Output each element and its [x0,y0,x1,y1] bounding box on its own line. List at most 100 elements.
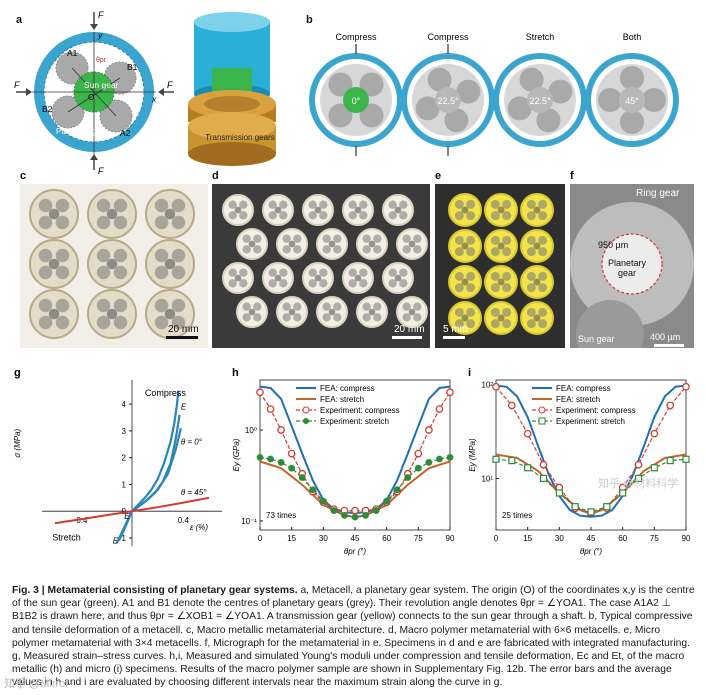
metacell-3 [585,53,679,147]
exp-stretch-point [393,486,401,494]
panel-h-letter: h [232,367,239,379]
legend-marker [538,417,546,425]
metacell-diagram: F F F F A1 B1 B2 A2 O x y θpr Sun gear P… [14,10,276,176]
micro-cell [484,301,518,335]
transmission-gear-render [188,12,276,166]
polymer-cell [262,194,294,226]
deformation-label-1: Compress [427,32,469,42]
polymer-cell [316,296,348,328]
legend-label-2: Experiment: compress [556,406,636,415]
polymer-cell [262,262,294,294]
panel-b-letter: b [306,14,313,26]
exp-compress-point [682,382,690,391]
micro-cell [484,193,518,227]
exp-stretch-point [587,508,595,516]
metal-cell [87,289,137,339]
times-note: 25 times [502,511,532,520]
exp-stretch-point [372,507,380,514]
metal-cell [29,239,79,289]
watermark-right: 知乎 @材料科学 [598,478,679,490]
exp-stretch-point [492,455,500,463]
scale-e: 5 mm [443,324,468,335]
x-tick-label: 45 [587,534,596,543]
x-axis-label: x [151,94,157,104]
x-tick-label: 60 [382,534,391,543]
micro-cell [448,301,482,335]
polymer-cell [356,296,388,328]
y-tick-label: 1 [122,480,127,489]
fea-compress-line [495,384,687,518]
metal-cell [29,289,79,339]
y-tick-label: 10² [481,381,493,390]
planet-outline [601,233,663,295]
y-tick-label: 10¹ [481,474,493,483]
polymer-cell [382,194,414,226]
polymer-cell [222,194,254,226]
exp-stretch-point [362,511,369,519]
exp-compress-point [425,426,433,434]
ring-gear-label: Ring gear [636,188,680,199]
stretch-annotation: Stretch [52,533,81,543]
caption-title: Fig. 3 | Metamaterial consisting of plan… [12,585,298,596]
polymer-cell [382,262,414,294]
theta0-annotation: θ = 0° [181,437,203,446]
x-tick-label: 90 [682,534,691,543]
exp-compress-point [523,429,532,438]
polymer-cell [222,262,254,294]
exp-stretch-point [666,456,674,465]
micro-cell [448,229,482,263]
macro-polymer-photo: 20 mm [212,184,430,348]
micro-modulus-chart: i 0 15 30 45 60 75 90 10² 10¹ FEA: compress FEA: st… [468,367,691,556]
exp-compress-point [650,429,659,438]
exp-compress-point [256,388,264,397]
compress-annotation: Compress [145,388,187,398]
metacell-0 [309,53,403,147]
x-axis-title: ε (%) [190,523,209,532]
polymer-cell [236,296,268,328]
scale-c: 20 mm [168,324,199,335]
micro-cell [448,265,482,299]
exp-stretch-point [446,453,454,461]
exp-stretch-point [404,474,412,481]
metal-cell [87,239,137,289]
x-axis-title: θpr (°) [580,547,603,556]
x-tick-label: 0 [258,534,263,543]
exp-compress-point [634,460,643,469]
panel-a-letter: a [16,14,23,26]
x-tick-label: 30 [319,534,328,543]
y-axis-title: Ey (GPa) [232,438,241,471]
y-tick-label: 10⁰ [245,426,257,435]
exp-stretch-point [256,453,264,461]
exp-stretch-point [603,503,611,511]
metal-cell [87,189,137,239]
exp-compress-point [492,382,500,391]
exp-stretch-point [277,459,285,466]
x-tick-label: 0 [494,534,499,543]
deformation-label-2: Stretch [526,32,555,42]
deformation-label-0: Compress [335,32,377,42]
angle-label-3: 45° [625,96,639,106]
exp-stretch-point [571,503,579,511]
exp-compress-point [539,460,548,469]
macro-modulus-chart: h 0 15 30 45 60 75 90 10⁰ 10⁻¹ FEA: compress FEA: s… [232,367,455,556]
x-tick-label: 15 [287,534,296,543]
deformation-panel: Compress 0° Compress 22.5° Stretch 22.5° Both 4… [309,32,679,156]
micro-cell [484,265,518,299]
polymer-cell [236,228,268,260]
micro-cell [448,193,482,227]
x-tick-label: 45 [351,534,360,543]
panel-e-letter: e [435,170,442,182]
x-tick-label: 75 [414,534,423,543]
x-tick-label: -0.4 [74,516,88,525]
exp-compress-point [351,506,359,515]
ey-annotation: E [181,402,187,411]
a2-label: A2 [120,128,131,138]
legend-marker [303,418,309,424]
exp-stretch-point [425,459,433,466]
x-tick-label: 15 [523,534,532,543]
panel-f-letter: f [570,170,574,182]
micro-cell [520,301,554,335]
metal-cell [145,289,195,339]
exp-compress-point [266,405,275,413]
legend-label-0: FEA: compress [556,384,611,393]
